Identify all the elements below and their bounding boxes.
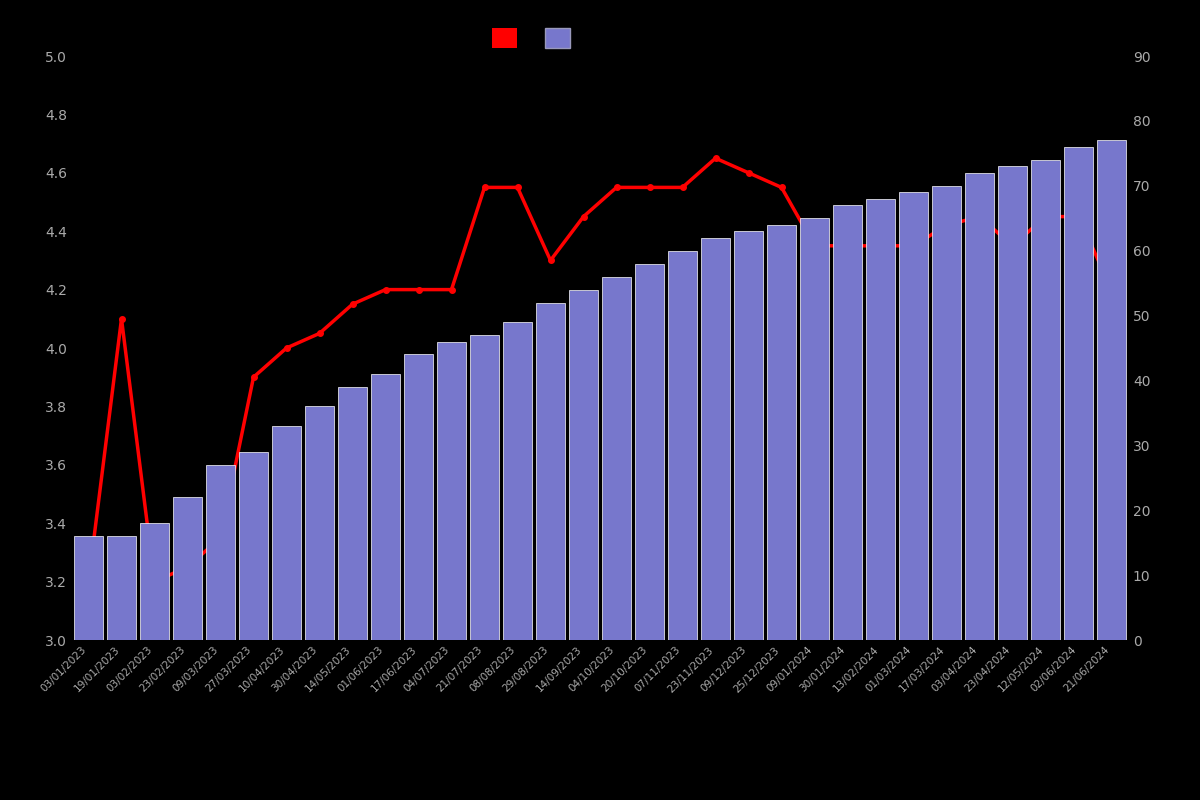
Bar <box>140 523 168 640</box>
Bar <box>1098 140 1126 640</box>
Bar <box>602 277 630 640</box>
Bar <box>174 498 202 640</box>
Bar <box>240 452 268 640</box>
Bar <box>768 225 796 640</box>
Bar <box>998 166 1026 640</box>
Bar <box>74 536 102 640</box>
Bar <box>504 322 532 640</box>
Bar <box>570 290 598 640</box>
Bar <box>404 354 432 640</box>
Bar <box>900 192 928 640</box>
Bar <box>338 387 366 640</box>
Bar <box>470 335 498 640</box>
Bar <box>108 536 136 640</box>
Bar <box>438 342 466 640</box>
Bar <box>734 231 762 640</box>
Bar <box>372 374 400 640</box>
Bar <box>702 238 730 640</box>
Bar <box>272 426 300 640</box>
Bar <box>306 406 334 640</box>
Bar <box>668 250 696 640</box>
Legend: , : , <box>492 28 581 47</box>
Bar <box>866 198 894 640</box>
Bar <box>536 302 564 640</box>
Bar <box>1032 160 1060 640</box>
Bar <box>966 173 994 640</box>
Bar <box>834 206 862 640</box>
Bar <box>932 186 960 640</box>
Bar <box>800 218 828 640</box>
Bar <box>206 465 234 640</box>
Bar <box>636 264 664 640</box>
Bar <box>1064 147 1092 640</box>
